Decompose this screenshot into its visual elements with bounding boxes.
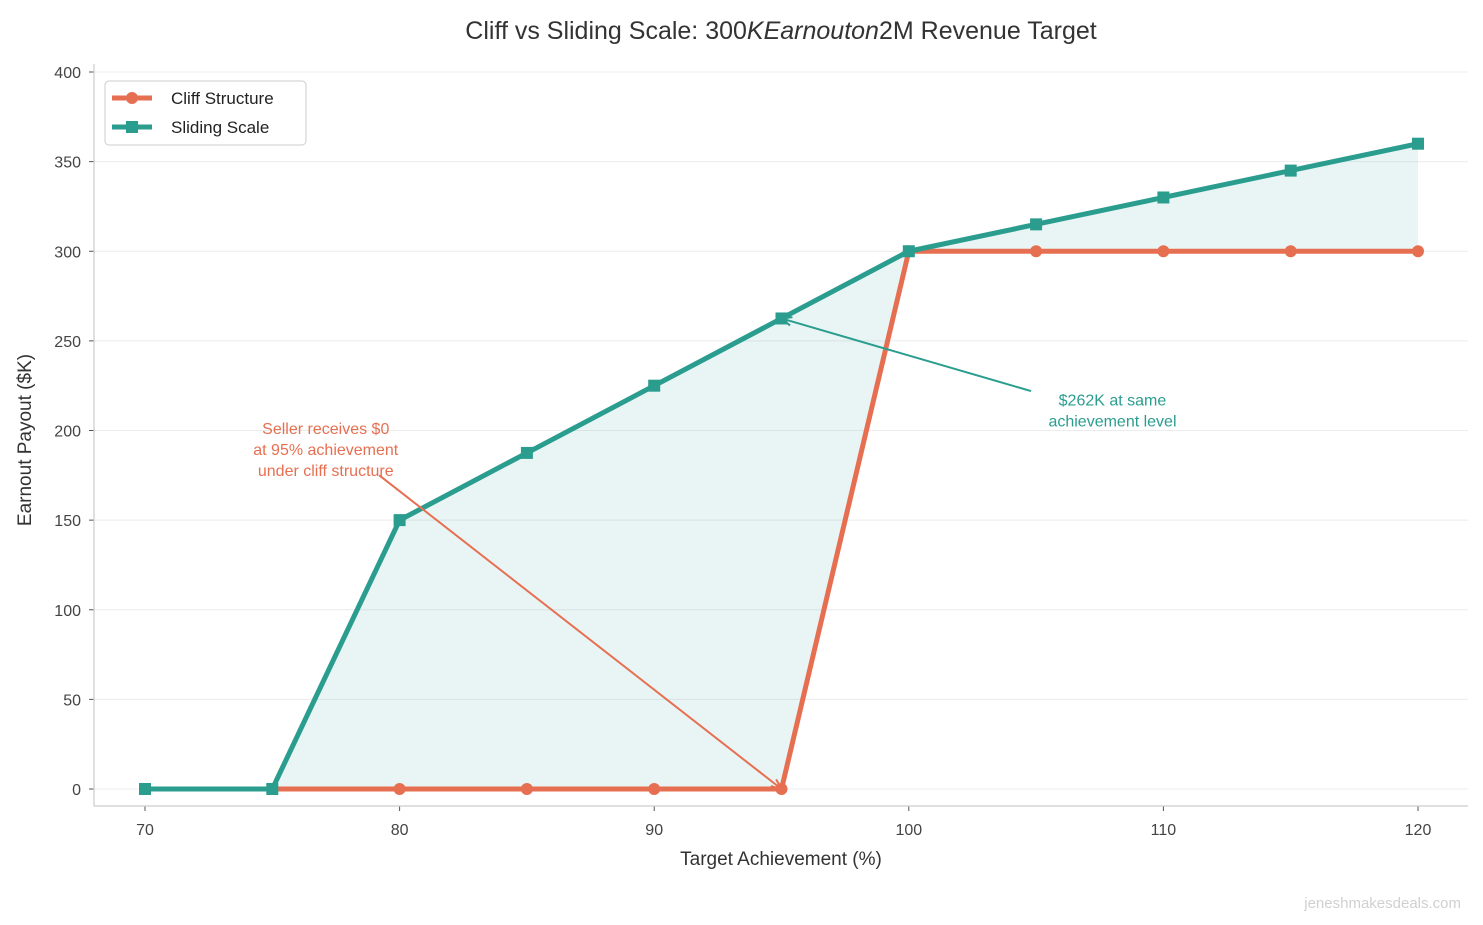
annotation-text: Seller receives $0 [262,421,389,438]
title-suffix: 2M Revenue Target [879,17,1097,45]
cliff-structure-point [648,783,661,795]
x-tick-label: 80 [391,822,409,839]
legend-marker [126,121,138,133]
annotation-text: at 95% achievement [253,442,399,459]
legend-label: Cliff Structure [171,89,274,108]
sliding-scale-point [393,514,406,527]
fill-between-area [145,143,1418,789]
cliff-structure-point [1030,245,1043,258]
cliff-structure-point [520,783,533,795]
x-axis-label: Target Achievement (%) [680,849,882,870]
chart-title: Cliff vs Sliding Scale: 300KEarnouton2M … [465,17,1096,45]
y-tick-label: 50 [63,692,81,709]
x-tick-label: 110 [1151,822,1177,839]
x-tick-label: 70 [136,822,154,839]
cliff-structure-point [1284,245,1297,258]
annotation-arrow [378,474,783,790]
y-tick-label: 200 [54,424,81,441]
annotation-text: achievement level [1048,413,1176,430]
y-tick-label: 400 [54,65,81,82]
sliding-scale-point [1157,191,1170,204]
title-prefix: Cliff vs Sliding Scale: 300 [465,17,747,45]
y-tick-label: 250 [54,334,81,351]
annotation-arrow [781,317,1032,393]
sliding-scale-point [1412,137,1424,150]
sliding-scale-point [1030,218,1043,231]
sliding-scale-point [1284,164,1297,177]
sliding-scale-point [520,446,533,459]
annotation-arrowhead [779,316,793,327]
y-tick-label: 150 [54,513,81,530]
y-tick-label: 0 [72,782,81,799]
sliding-scale-point [139,783,151,795]
annotation-text: under cliff structure [258,463,394,480]
cliff-structure-point [393,783,406,795]
y-tick-label: 100 [54,603,81,620]
x-tick-label: 100 [895,822,922,839]
annotation-text: $262K at same [1059,392,1167,409]
watermark: jeneshmakesdeals.com [1303,895,1461,912]
legend-marker [126,92,138,104]
x-tick-label: 90 [645,822,663,839]
y-tick-label: 300 [54,244,81,261]
legend-label: Sliding Scale [171,118,269,137]
x-tick-label: 120 [1405,822,1432,839]
y-axis-label: Earnout Payout ($K) [15,354,36,526]
y-tick-label: 350 [54,155,81,172]
sliding-scale-point [648,379,661,392]
title-italic: KEarnouton [747,17,879,45]
legend-box [104,80,307,146]
cliff-structure-point [1157,245,1170,258]
annotation-arrowhead [770,778,784,791]
cliff-structure-point [1412,245,1424,258]
sliding-scale-point [902,245,915,258]
sliding-scale-point [266,783,279,795]
